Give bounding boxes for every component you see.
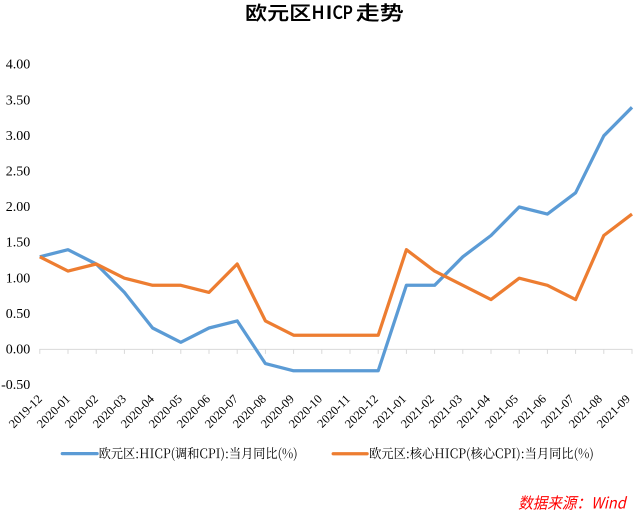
svg-text:1.00: 1.00 xyxy=(6,271,31,286)
svg-text:2.00: 2.00 xyxy=(6,200,31,215)
svg-text:-0.50: -0.50 xyxy=(1,378,30,393)
svg-text:2.50: 2.50 xyxy=(6,165,31,180)
svg-text:0.50: 0.50 xyxy=(6,307,31,322)
svg-text:1.50: 1.50 xyxy=(6,236,31,251)
svg-text:0.00: 0.00 xyxy=(6,343,31,358)
svg-text:3.50: 3.50 xyxy=(6,93,31,108)
svg-text:4.00: 4.00 xyxy=(6,58,31,73)
svg-text:3.00: 3.00 xyxy=(6,129,31,144)
